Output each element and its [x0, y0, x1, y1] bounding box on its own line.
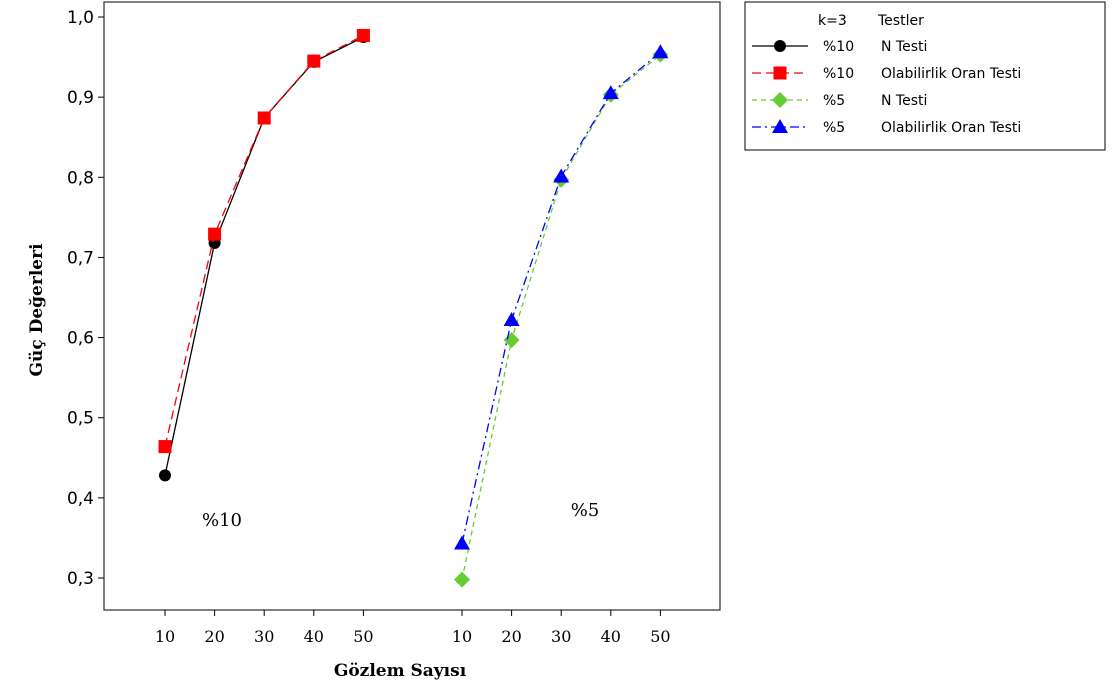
x-tick-label: 30 [254, 627, 274, 646]
legend-box [744, 1, 1106, 151]
legend: k=3 Testler %10 N Testi %10 Olabilirlik Ora… [744, 1, 1106, 151]
legend-level: %5 [823, 120, 845, 136]
data-point [503, 331, 520, 348]
x-tick-label: 20 [204, 627, 224, 646]
y-tick-label: 0,6 [67, 329, 94, 349]
series-line [461, 51, 661, 544]
panel-annotation-5: %5 [571, 500, 600, 521]
legend-test: Olabilirlik Oran Testi [881, 120, 1021, 136]
x-tick-label: 10 [155, 627, 175, 646]
data-point [356, 28, 370, 42]
y-tick-label: 0,7 [67, 248, 94, 268]
y-axis-title: Güç Değerleri [27, 243, 47, 377]
x-tick-label: 40 [601, 627, 621, 646]
y-axis: 0,3 0,4 0,5 0,6 0,7 0,8 0,9 1,0 [67, 8, 104, 589]
data-point [772, 92, 788, 108]
data-point [454, 571, 470, 588]
x-tick-label: 40 [304, 627, 324, 646]
x-tick-label: 30 [551, 627, 571, 646]
y-tick-label: 0,5 [67, 409, 94, 429]
legend-header-title: Testler [877, 13, 924, 29]
legend-entries: %10 N Testi %10 Olabilirlik Oran Testi %5 N T… [752, 39, 1021, 136]
series-line [164, 34, 364, 447]
legend-test: N Testi [881, 93, 927, 109]
x-axis: 10 20 30 40 50 10 20 30 40 50 [155, 610, 671, 646]
legend-test: Olabilirlik Oran Testi [881, 66, 1021, 82]
legend-level: %10 [823, 39, 854, 55]
y-tick-label: 0,8 [67, 168, 94, 188]
data-point [257, 111, 271, 125]
data-point [652, 44, 669, 59]
series-layer [158, 28, 669, 588]
data-point [158, 440, 172, 454]
panel-annotation-10: %10 [202, 510, 242, 531]
x-tick-label: 50 [650, 627, 670, 646]
data-point [773, 66, 787, 80]
data-point [503, 311, 520, 326]
series-line [461, 54, 661, 580]
x-axis-title: Gözlem Sayısı [334, 661, 467, 681]
x-tick-label: 50 [353, 627, 373, 646]
data-point [602, 85, 619, 100]
legend-test: N Testi [881, 39, 927, 55]
y-tick-label: 0,9 [67, 88, 94, 108]
legend-level: %5 [823, 93, 845, 109]
series-line [164, 36, 364, 476]
data-point [454, 535, 470, 550]
x-tick-label: 20 [501, 627, 521, 646]
plot-area [103, 1, 721, 611]
data-point [159, 469, 171, 482]
data-point [208, 227, 222, 241]
legend-level: %10 [823, 66, 854, 82]
data-point [772, 119, 788, 133]
x-tick-label: 10 [452, 627, 472, 646]
data-point [553, 168, 570, 183]
y-tick-label: 0,3 [67, 569, 94, 589]
y-tick-label: 1,0 [67, 8, 94, 28]
data-point [774, 40, 786, 52]
y-tick-label: 0,4 [67, 489, 94, 509]
legend-header-k: k=3 [818, 13, 847, 29]
data-point [307, 54, 321, 68]
